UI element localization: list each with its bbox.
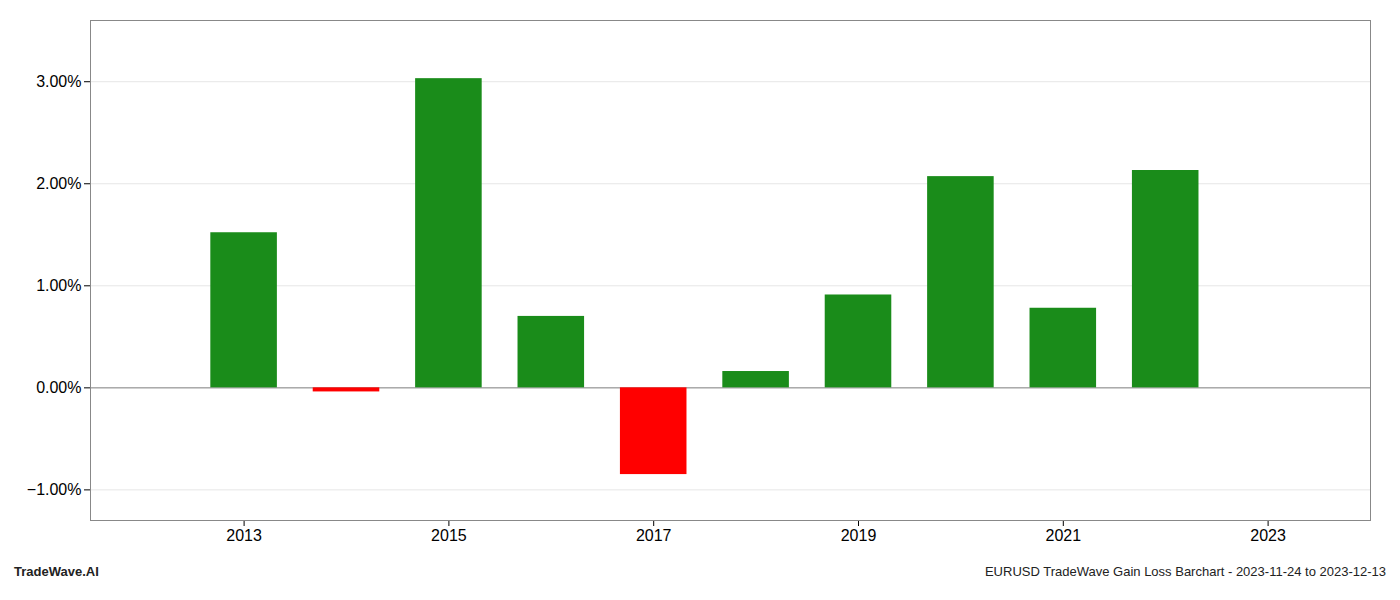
svg-text:2013: 2013 (226, 527, 262, 544)
svg-text:2017: 2017 (636, 527, 672, 544)
svg-text:2019: 2019 (841, 527, 877, 544)
html-text:EURUSD TradeWave Gain Loss Bar: EURUSD TradeWave Gain Loss Barchart - 20… (985, 564, 1386, 579)
svg-text:−1.00%: −1.00% (27, 481, 82, 498)
svg-text:0.00%: 0.00% (36, 379, 81, 396)
svg-text:2021: 2021 (1046, 527, 1082, 544)
html-text:TradeWave.AI: TradeWave.AI (14, 564, 99, 579)
svg-text:3.00%: 3.00% (36, 73, 81, 90)
svg-text:2.00%: 2.00% (36, 175, 81, 192)
svg-text:2015: 2015 (431, 527, 467, 544)
svg-text:1.00%: 1.00% (36, 277, 81, 294)
svg-text:2023: 2023 (1250, 527, 1286, 544)
